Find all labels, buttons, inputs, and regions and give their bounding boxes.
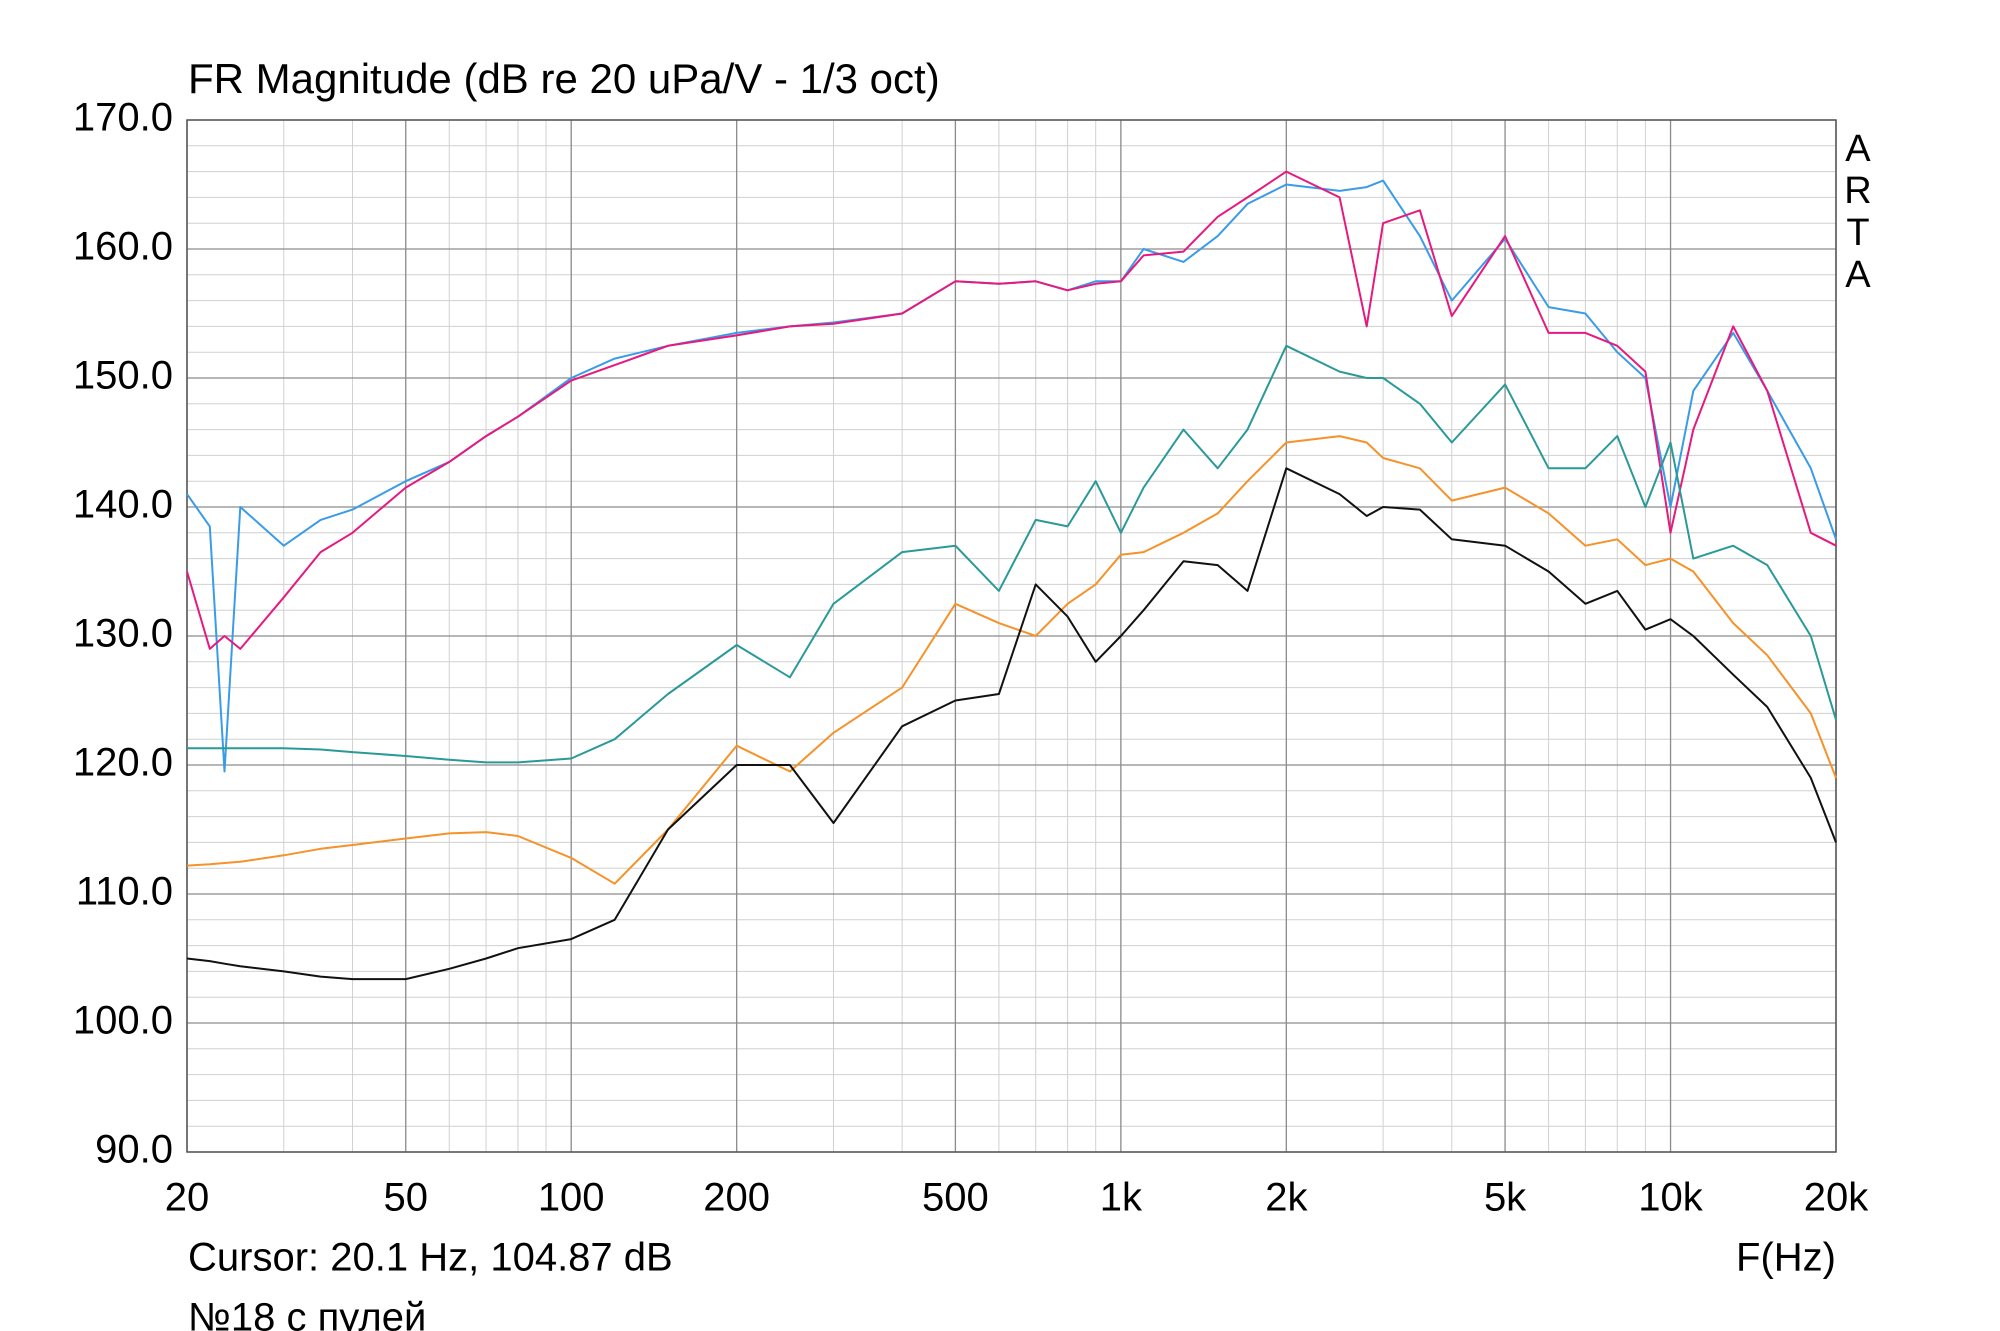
x-axis-label: F(Hz)	[1736, 1236, 1836, 1280]
x-tick-label: 2k	[1265, 1176, 1308, 1220]
series-line	[187, 344, 1837, 764]
y-tick-label: 130.0	[73, 612, 173, 656]
y-tick-label: 120.0	[73, 741, 173, 785]
x-tick-label: 500	[922, 1176, 989, 1220]
x-tick-label: 100	[538, 1176, 605, 1220]
y-tick-label: 140.0	[73, 483, 173, 527]
y-tick-label: 110.0	[76, 870, 173, 914]
y-tick-label: 100.0	[73, 999, 173, 1043]
x-tick-label: 200	[703, 1176, 770, 1220]
y-tick-label: 170.0	[73, 96, 173, 140]
series-line	[186, 467, 1837, 981]
y-tick-label: 90.0	[95, 1128, 173, 1172]
series-line	[186, 170, 1837, 650]
x-tick-label: 10k	[1638, 1176, 1703, 1220]
cursor-readout: Cursor: 20.1 Hz, 104.87 dB	[188, 1236, 673, 1280]
series-line	[186, 435, 1837, 885]
plot-frame	[186, 119, 1837, 1153]
x-tick-label: 50	[383, 1176, 428, 1220]
chart-title: FR Magnitude (dB re 20 uPa/V - 1/3 oct)	[188, 55, 940, 102]
watermark: ARTA	[1837, 128, 1879, 296]
caption: №18 с пулей	[188, 1296, 426, 1331]
y-tick-label: 150.0	[73, 354, 173, 398]
x-tick-label: 20k	[1804, 1176, 1869, 1220]
y-tick-label: 160.0	[73, 225, 173, 269]
x-tick-label: 1k	[1100, 1176, 1143, 1220]
series-line	[186, 179, 1837, 773]
x-tick-label: 20	[165, 1176, 210, 1220]
x-tick-label: 5k	[1484, 1176, 1527, 1220]
